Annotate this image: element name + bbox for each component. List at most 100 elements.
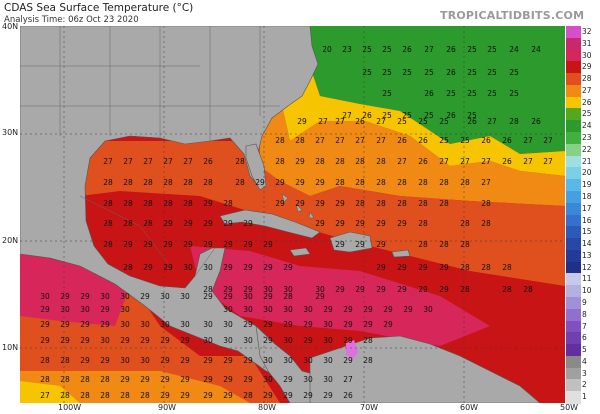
sst-value-label: 29 <box>243 263 253 272</box>
colorbar-swatch <box>566 379 581 392</box>
sst-value-label: 28 <box>509 117 519 126</box>
sst-value-label: 29 <box>223 240 233 249</box>
sst-value-label: 29 <box>160 356 170 365</box>
pacific-band-26 <box>20 381 80 403</box>
sst-value-label: 29 <box>283 320 293 329</box>
sst-value-label: 29 <box>439 263 449 272</box>
sst-value-label: 29 <box>223 219 233 228</box>
sst-value-label: 29 <box>343 305 353 314</box>
colorbar-swatch <box>566 132 581 145</box>
sst-value-label: 29 <box>80 356 90 365</box>
sst-value-label: 27 <box>543 136 553 145</box>
borders <box>20 26 280 277</box>
colorbar-swatch <box>566 355 581 369</box>
sst-value-label: 27 <box>143 157 153 166</box>
sst-value-label: 26 <box>424 89 434 98</box>
sst-value-label: 29 <box>143 263 153 272</box>
sst-band-28 <box>80 141 565 286</box>
sst-value-label: 30 <box>180 292 190 301</box>
sst-value-label: 29 <box>439 285 449 294</box>
pacific-band-30 <box>20 251 130 326</box>
sst-value-label: 27 <box>163 157 173 166</box>
sst-value-label: 28 <box>295 136 305 145</box>
sst-value-label: 27 <box>481 178 491 187</box>
sst-value-label: 27 <box>487 117 497 126</box>
sst-value-label: 24 <box>509 45 519 54</box>
sst-value-label: 29 <box>203 356 213 365</box>
sst-value-label: 28 <box>283 292 293 301</box>
sst-value-label: 28 <box>183 199 193 208</box>
colorbar-swatch <box>566 238 581 251</box>
sst-value-label: 29 <box>100 305 110 314</box>
sst-value-label: 28 <box>355 178 365 187</box>
sst-value-label: 29 <box>355 240 365 249</box>
sst-value-label: 30 <box>263 375 273 384</box>
lon-label-60w: 60W <box>460 403 479 412</box>
colorbar-label: 32 <box>582 27 592 36</box>
sst-value-label: 28 <box>123 219 133 228</box>
sst-value-label: 29 <box>180 356 190 365</box>
sst-value-label: 29 <box>140 336 150 345</box>
sst-value-label: 29 <box>80 320 90 329</box>
sst-value-label: 28 <box>439 240 449 249</box>
sst-value-label: 27 <box>315 136 325 145</box>
sst-value-label: 28 <box>418 219 428 228</box>
sst-value-label: 30 <box>80 305 90 314</box>
sst-value-label: 29 <box>223 375 233 384</box>
colorbar-swatch <box>566 108 581 121</box>
colorbar-swatch <box>566 143 581 157</box>
sst-value-label: 29 <box>355 285 365 294</box>
sst-value-label: 30 <box>100 292 110 301</box>
sst-value-label: 28 <box>100 391 110 400</box>
colorbar-label: 28 <box>582 74 592 84</box>
sst-value-label: 28 <box>275 136 285 145</box>
sst-value-label: 30 <box>203 320 213 329</box>
sst-value-label: 26 <box>446 45 456 54</box>
sst-value-label: 27 <box>481 157 491 166</box>
sst-value-label: 29 <box>160 336 170 345</box>
sst-value-label: 29 <box>263 240 273 249</box>
sst-value-label: 25 <box>424 68 434 77</box>
sst-value-label: 27 <box>103 157 113 166</box>
sst-value-label: 29 <box>297 117 307 126</box>
colorbar-swatch <box>566 61 581 74</box>
sst-value-label: 26 <box>402 45 412 54</box>
sst-value-label: 28 <box>481 219 491 228</box>
sst-value-label: 30 <box>223 336 233 345</box>
sst-value-label: 25 <box>509 89 519 98</box>
sst-value-label: 29 <box>283 375 293 384</box>
sst-value-label: 29 <box>100 356 110 365</box>
colorbar-swatch <box>566 120 581 133</box>
colorbar-swatch <box>566 167 581 180</box>
sst-value-label: 28 <box>335 157 345 166</box>
sst-value-label: 28 <box>363 336 373 345</box>
sst-value-label: 29 <box>315 219 325 228</box>
sst-value-label: 29 <box>275 199 285 208</box>
sst-value-label: 29 <box>160 391 170 400</box>
sst-value-label: 29 <box>223 285 233 294</box>
sst-value-label: 30 <box>160 292 170 301</box>
lon-label-90w: 90W <box>158 403 177 412</box>
colorbar-swatch <box>566 179 581 192</box>
lat-label-20n: 20N <box>2 236 19 245</box>
sst-value-label: 29 <box>243 356 253 365</box>
lake-maracaibo <box>346 340 358 360</box>
sst-value-label: 29 <box>223 292 233 301</box>
sst-value-label: 30 <box>120 305 130 314</box>
sst-value-label: 30 <box>323 320 333 329</box>
sst-value-label: 29 <box>315 199 325 208</box>
sst-value-label: 27 <box>376 117 386 126</box>
sst-value-label: 29 <box>283 263 293 272</box>
colorbar-label: 24 <box>582 121 592 131</box>
colorbar-label: 23 <box>582 133 592 143</box>
sst-value-label: 29 <box>315 178 325 187</box>
colorbar-swatch <box>566 49 581 62</box>
sst-value-label: 20 <box>322 45 332 54</box>
colorbar-swatch <box>566 320 581 333</box>
florida-land <box>245 143 267 191</box>
sst-value-label: 30 <box>283 285 293 294</box>
map-title: CDAS Sea Surface Temperature (°C) <box>4 2 194 14</box>
sst-value-label: 30 <box>120 292 130 301</box>
sst-value-label: 30 <box>303 305 313 314</box>
